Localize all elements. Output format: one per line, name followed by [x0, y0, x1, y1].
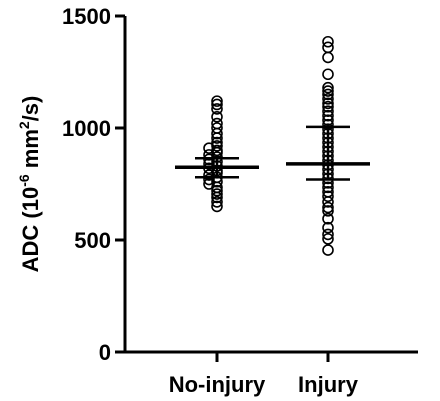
x-axis: No-injury Injury	[125, 350, 418, 397]
point-injury-7	[322, 93, 334, 105]
point-no-injury-0	[211, 95, 223, 107]
point-injury-10	[322, 105, 334, 117]
y-label-exp2: 2	[16, 121, 32, 129]
point-injury-27	[322, 181, 334, 194]
point-no-injury-31	[211, 196, 223, 208]
y-axis-label: ADC (10-6 mm2/s)	[16, 96, 43, 273]
point-no-injury-30	[211, 191, 223, 204]
y-label-exp1: -6	[16, 174, 32, 187]
point-injury-37	[322, 244, 334, 256]
point-injury-0	[322, 35, 334, 48]
point-injury-31	[322, 201, 334, 214]
point-injury-35	[322, 228, 334, 241]
point-no-injury-2	[211, 103, 223, 115]
point-injury-12	[322, 114, 334, 126]
point-injury-32	[322, 205, 334, 217]
point-no-injury-13	[203, 149, 215, 161]
point-injury-8	[322, 97, 334, 110]
point-no-injury-29	[211, 188, 223, 200]
point-injury-33	[322, 212, 334, 225]
point-no-injury-28	[211, 184, 223, 197]
point-no-injury-9	[211, 140, 223, 152]
point-injury-5	[322, 85, 334, 97]
y-tick-label-500: 500	[74, 228, 111, 253]
point-no-injury-7	[211, 132, 223, 144]
point-no-injury-24	[203, 173, 215, 186]
point-injury-11	[322, 109, 334, 122]
point-injury-29	[322, 190, 334, 203]
data-points	[203, 35, 334, 256]
x-tick-label-no-injury: No-injury	[169, 372, 266, 397]
point-no-injury-22	[203, 169, 215, 181]
y-axis: 0 500 1000 1500	[62, 4, 127, 365]
point-no-injury-32	[211, 200, 223, 213]
point-injury-36	[322, 233, 334, 245]
point-injury-6	[322, 88, 334, 101]
y-tick-label-1000: 1000	[62, 116, 111, 141]
y-tick-label-0: 0	[99, 340, 111, 365]
point-injury-4	[322, 81, 334, 94]
point-injury-34	[322, 221, 334, 234]
point-injury-2	[322, 51, 334, 64]
point-no-injury-6	[211, 127, 223, 140]
y-label-suffix: /s)	[18, 96, 43, 122]
point-no-injury-1	[211, 98, 223, 111]
point-no-injury-3	[211, 111, 223, 123]
y-label-prefix: ADC (10	[18, 187, 43, 273]
x-tick-label-injury: Injury	[298, 372, 359, 397]
point-injury-9	[322, 100, 334, 113]
y-label-middle: mm	[18, 129, 43, 174]
y-tick-label-1500: 1500	[62, 4, 111, 29]
point-injury-30	[322, 196, 334, 208]
point-injury-3	[322, 68, 334, 81]
summary-bars	[175, 125, 370, 181]
